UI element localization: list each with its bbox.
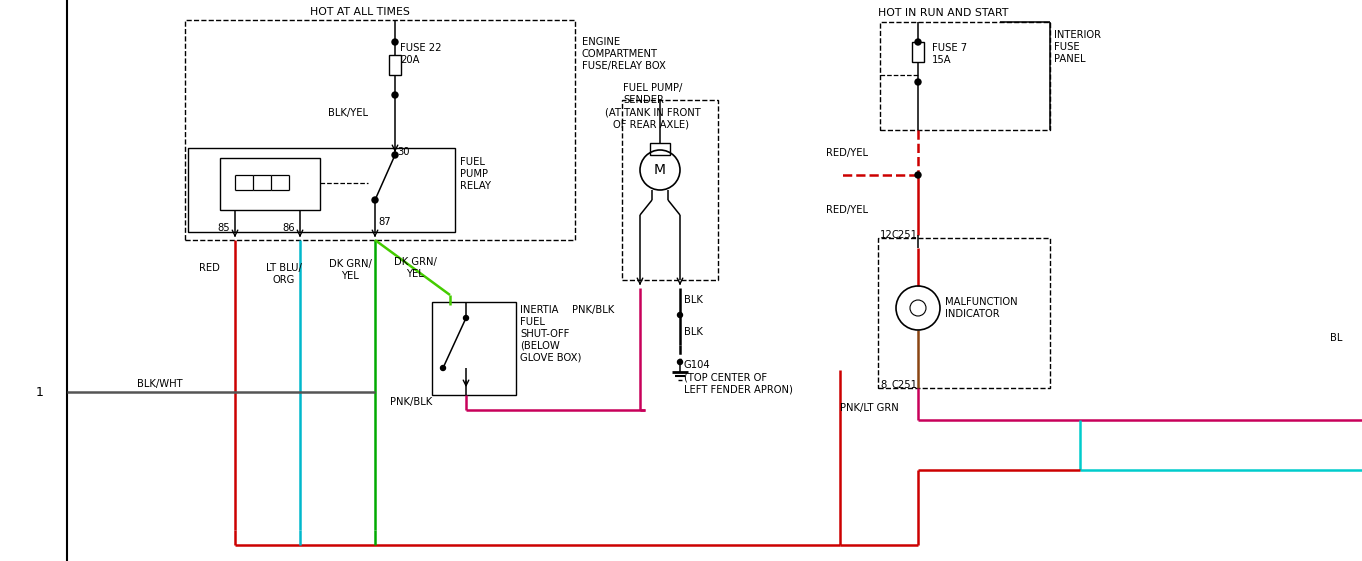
- Text: YEL: YEL: [406, 269, 424, 279]
- Text: M: M: [654, 163, 666, 177]
- Text: (AT TANK IN FRONT: (AT TANK IN FRONT: [605, 107, 701, 117]
- Text: PNK/LT GRN: PNK/LT GRN: [840, 403, 899, 413]
- Text: 30: 30: [396, 147, 410, 157]
- Circle shape: [372, 197, 379, 203]
- Text: ORG: ORG: [272, 275, 296, 285]
- Bar: [390, 55, 400, 75]
- Text: 85: 85: [218, 223, 230, 233]
- Text: 20A: 20A: [400, 55, 419, 65]
- Text: FUEL: FUEL: [460, 157, 485, 167]
- Bar: [188, 148, 455, 232]
- Text: (TOP CENTER OF: (TOP CENTER OF: [684, 372, 767, 382]
- Text: PNK/BLK: PNK/BLK: [572, 305, 614, 315]
- Text: C251: C251: [892, 230, 918, 240]
- Circle shape: [677, 360, 682, 365]
- Text: RELAY: RELAY: [460, 181, 490, 191]
- Text: COMPARTMENT: COMPARTMENT: [582, 49, 658, 59]
- Circle shape: [440, 366, 445, 370]
- Circle shape: [677, 312, 682, 318]
- Bar: [221, 158, 320, 210]
- Text: DK GRN/: DK GRN/: [328, 259, 372, 269]
- Circle shape: [392, 152, 398, 158]
- Text: 1: 1: [35, 387, 44, 399]
- Text: RED/YEL: RED/YEL: [825, 148, 868, 158]
- Bar: [878, 238, 1050, 388]
- Text: YEL: YEL: [340, 271, 358, 281]
- Text: BLK: BLK: [684, 327, 703, 337]
- Circle shape: [392, 92, 398, 98]
- Text: 15A: 15A: [932, 55, 952, 65]
- Text: BLK/WHT: BLK/WHT: [138, 379, 183, 389]
- Circle shape: [915, 39, 921, 45]
- Text: G104: G104: [684, 360, 711, 370]
- Text: PANEL: PANEL: [1054, 54, 1086, 64]
- Bar: [622, 100, 718, 280]
- Text: MALFUNCTION: MALFUNCTION: [945, 297, 1017, 307]
- Text: BLK: BLK: [684, 295, 703, 305]
- Bar: [880, 22, 1050, 130]
- Text: 87: 87: [379, 217, 391, 227]
- Text: PUMP: PUMP: [460, 169, 488, 179]
- Circle shape: [915, 172, 921, 178]
- Bar: [650, 143, 670, 155]
- Text: RED: RED: [199, 263, 221, 273]
- Text: HOT IN RUN AND START: HOT IN RUN AND START: [878, 8, 1008, 18]
- Text: C251: C251: [892, 380, 918, 390]
- Text: FUEL: FUEL: [520, 317, 545, 327]
- Bar: [185, 20, 575, 240]
- Text: FUSE/RELAY BOX: FUSE/RELAY BOX: [582, 61, 666, 71]
- Circle shape: [392, 39, 398, 45]
- Text: BLK/YEL: BLK/YEL: [328, 108, 368, 118]
- Text: FUSE: FUSE: [1054, 42, 1080, 52]
- Circle shape: [915, 79, 921, 85]
- Text: SENDER: SENDER: [622, 95, 663, 105]
- Bar: [913, 42, 923, 62]
- Text: 8: 8: [880, 380, 887, 390]
- Text: GLOVE BOX): GLOVE BOX): [520, 353, 582, 363]
- Text: HOT AT ALL TIMES: HOT AT ALL TIMES: [311, 7, 410, 17]
- Text: FUEL PUMP/: FUEL PUMP/: [622, 83, 682, 93]
- Text: INERTIA: INERTIA: [520, 305, 558, 315]
- Text: INDICATOR: INDICATOR: [945, 309, 1000, 319]
- Text: LEFT FENDER APRON): LEFT FENDER APRON): [684, 384, 793, 394]
- Text: FUSE 7: FUSE 7: [932, 43, 967, 53]
- Text: 86: 86: [282, 223, 296, 233]
- Text: PNK/BLK: PNK/BLK: [390, 397, 432, 407]
- Text: LT BLU/: LT BLU/: [266, 263, 302, 273]
- Text: BL: BL: [1331, 333, 1343, 343]
- Text: ENGINE: ENGINE: [582, 37, 620, 47]
- Text: INTERIOR: INTERIOR: [1054, 30, 1100, 40]
- Text: SHUT-OFF: SHUT-OFF: [520, 329, 569, 339]
- Text: (BELOW: (BELOW: [520, 341, 560, 351]
- Text: RED/YEL: RED/YEL: [825, 205, 868, 215]
- Circle shape: [463, 315, 469, 320]
- Text: FUSE 22: FUSE 22: [400, 43, 441, 53]
- Text: DK GRN/: DK GRN/: [394, 257, 436, 267]
- Bar: [432, 302, 516, 395]
- Text: 12: 12: [880, 230, 892, 240]
- Text: OF REAR AXLE): OF REAR AXLE): [613, 119, 689, 129]
